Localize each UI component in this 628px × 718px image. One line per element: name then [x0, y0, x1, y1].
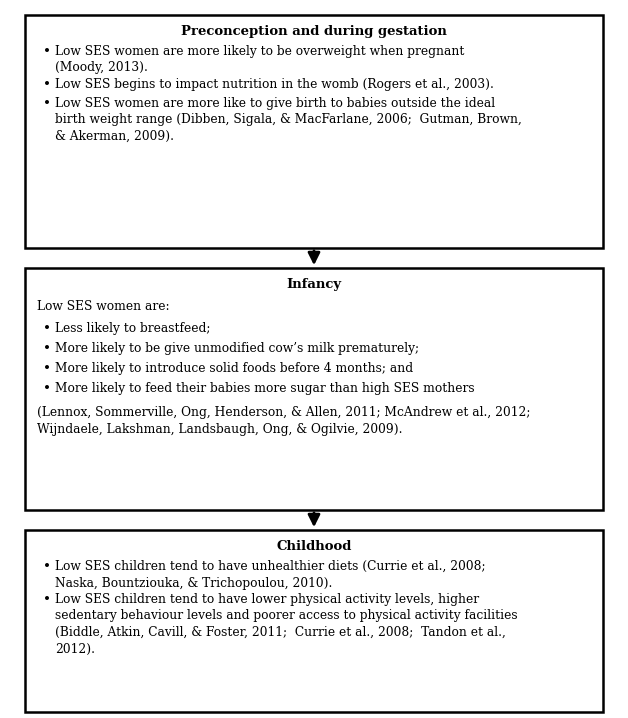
Text: •: •	[43, 593, 51, 607]
Text: Infancy: Infancy	[286, 278, 342, 291]
Text: •: •	[43, 382, 51, 396]
Text: More likely to introduce solid foods before 4 months; and: More likely to introduce solid foods bef…	[55, 362, 413, 375]
Text: (Lennox, Sommerville, Ong, Henderson, & Allen, 2011; McAndrew et al., 2012;
Wijn: (Lennox, Sommerville, Ong, Henderson, & …	[37, 406, 531, 436]
Text: Childhood: Childhood	[276, 540, 352, 553]
Text: •: •	[43, 322, 51, 336]
Text: •: •	[43, 342, 51, 356]
Text: •: •	[43, 560, 51, 574]
Text: •: •	[43, 97, 51, 111]
Text: Low SES children tend to have unhealthier diets (Currie et al., 2008;
Naska, Bou: Low SES children tend to have unhealthie…	[55, 560, 485, 589]
Text: Preconception and during gestation: Preconception and during gestation	[181, 25, 447, 38]
Bar	[25, 530, 603, 712]
Text: Low SES women are:: Low SES women are:	[37, 300, 170, 313]
Text: More likely to feed their babies more sugar than high SES mothers: More likely to feed their babies more su…	[55, 382, 475, 395]
Text: Low SES children tend to have lower physical activity levels, higher
sedentary b: Low SES children tend to have lower phys…	[55, 593, 517, 656]
Text: Low SES women are more like to give birth to babies outside the ideal
birth weig: Low SES women are more like to give birt…	[55, 97, 522, 143]
Text: •: •	[43, 362, 51, 376]
Text: More likely to be give unmodified cow’s milk prematurely;: More likely to be give unmodified cow’s …	[55, 342, 419, 355]
Text: •: •	[43, 78, 51, 92]
Bar	[25, 268, 603, 510]
Text: Less likely to breastfeed;: Less likely to breastfeed;	[55, 322, 210, 335]
Text: Low SES begins to impact nutrition in the womb (Rogers et al., 2003).: Low SES begins to impact nutrition in th…	[55, 78, 494, 91]
Text: Low SES women are more likely to be overweight when pregnant
(Moody, 2013).: Low SES women are more likely to be over…	[55, 45, 464, 75]
Bar	[25, 15, 603, 248]
Text: •: •	[43, 45, 51, 59]
